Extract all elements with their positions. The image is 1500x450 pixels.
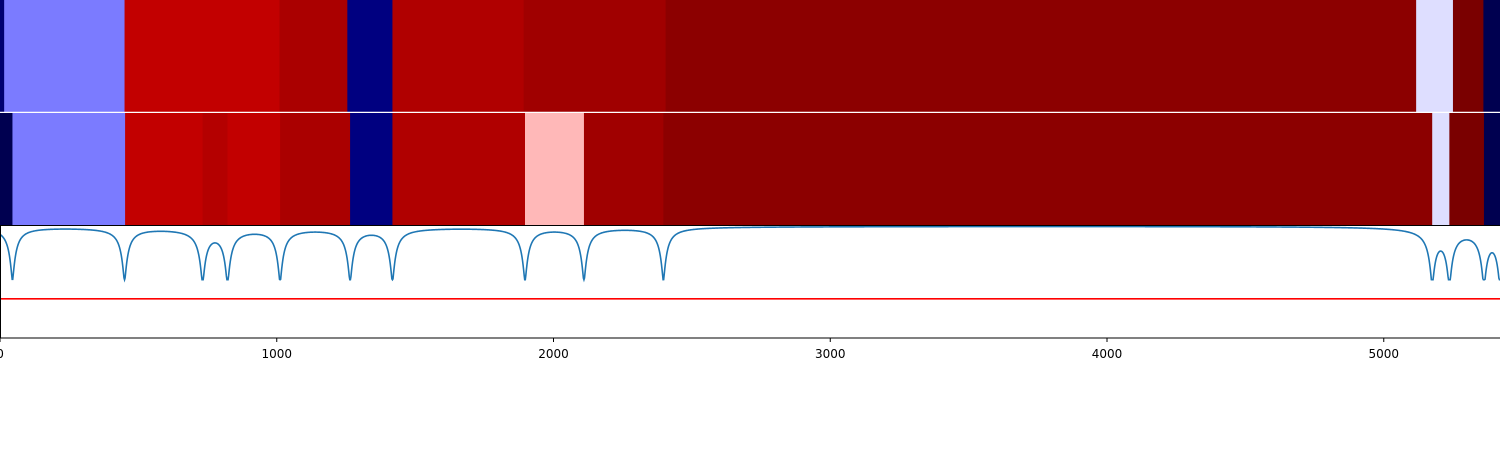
heatmap-segment (525, 113, 585, 225)
heatmap-segment (12, 113, 126, 225)
heatmap-segment (125, 113, 204, 225)
heatmap-segment (0, 113, 14, 225)
heatmap-segment (0, 0, 5, 112)
heatmap-segment (280, 113, 351, 225)
heatmap-segment (663, 113, 1433, 225)
heatmap-segment (202, 113, 229, 225)
heatmap-segment (4, 0, 126, 112)
x-tick-label: 5000 (1368, 347, 1399, 361)
heatmap-segment (583, 113, 664, 225)
heatmap-segment (392, 0, 525, 112)
heatmap-segment (279, 0, 348, 112)
x-tick-label: 1000 (261, 347, 292, 361)
heatmap-segment (124, 0, 281, 112)
line-panel (0, 225, 1500, 338)
heatmap-segment (1452, 0, 1484, 112)
line-panel-background (0, 225, 1500, 338)
x-tick-label: 3000 (815, 347, 846, 361)
heatmap-segment (392, 113, 526, 225)
heatmap-track-1 (0, 0, 1500, 112)
heatmap-segment (1416, 0, 1454, 112)
series-line (0, 225, 1500, 283)
heatmap-segment (347, 0, 394, 112)
heatmap-segment (350, 113, 394, 225)
heatmap-segment (1483, 0, 1500, 112)
heatmap-segment (1432, 113, 1450, 225)
heatmap-segment (1449, 113, 1485, 225)
heatmap-track-2 (0, 113, 1500, 225)
x-axis: 0 1000 2000 3000 4000 5000 (0, 225, 1500, 361)
x-tick-label: 2000 (538, 347, 569, 361)
heatmap-segment (1483, 113, 1500, 225)
x-tick-label: 4000 (1092, 347, 1123, 361)
heatmap-segment (665, 0, 1417, 112)
heatmap-segment (523, 0, 667, 112)
heatmap-segment (227, 113, 281, 225)
x-tick-label: 0 (0, 347, 4, 361)
